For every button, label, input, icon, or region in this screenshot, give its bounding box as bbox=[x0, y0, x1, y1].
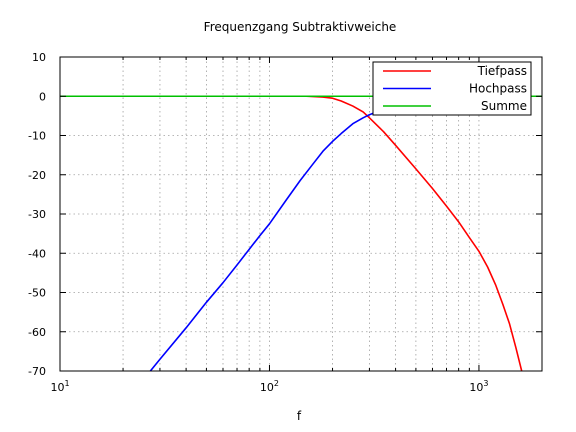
axis-ticks: 10 0 -10 -20 -30 -40 -50 -60 -70 101 102 103 bbox=[28, 51, 543, 394]
y-tick-label: -50 bbox=[28, 287, 46, 300]
x-tick-label: 101 bbox=[50, 379, 69, 394]
chart-title: Frequenzgang Subtraktivweiche bbox=[204, 20, 397, 34]
series-line-tiefpass bbox=[289, 95, 523, 371]
x-axis-label: f bbox=[297, 409, 302, 423]
series-line-hochpass bbox=[149, 96, 447, 371]
x-tick-label: 102 bbox=[260, 379, 279, 394]
y-tick-label: -10 bbox=[28, 130, 46, 143]
y-tick-label: 10 bbox=[32, 51, 46, 64]
legend-label-tiefpass: Tiefpass bbox=[477, 64, 527, 78]
x-tick-label: 103 bbox=[469, 379, 488, 394]
legend: Tiefpass Hochpass Summe bbox=[372, 61, 532, 116]
legend-label-hochpass: Hochpass bbox=[469, 82, 527, 96]
legend-label-summe: Summe bbox=[481, 99, 527, 113]
y-tick-label: -20 bbox=[28, 169, 46, 182]
y-tick-label: 0 bbox=[39, 90, 46, 103]
y-tick-label: -30 bbox=[28, 208, 46, 221]
y-tick-label: -70 bbox=[28, 365, 46, 378]
y-tick-label: -60 bbox=[28, 326, 46, 339]
y-tick-label: -40 bbox=[28, 247, 46, 260]
